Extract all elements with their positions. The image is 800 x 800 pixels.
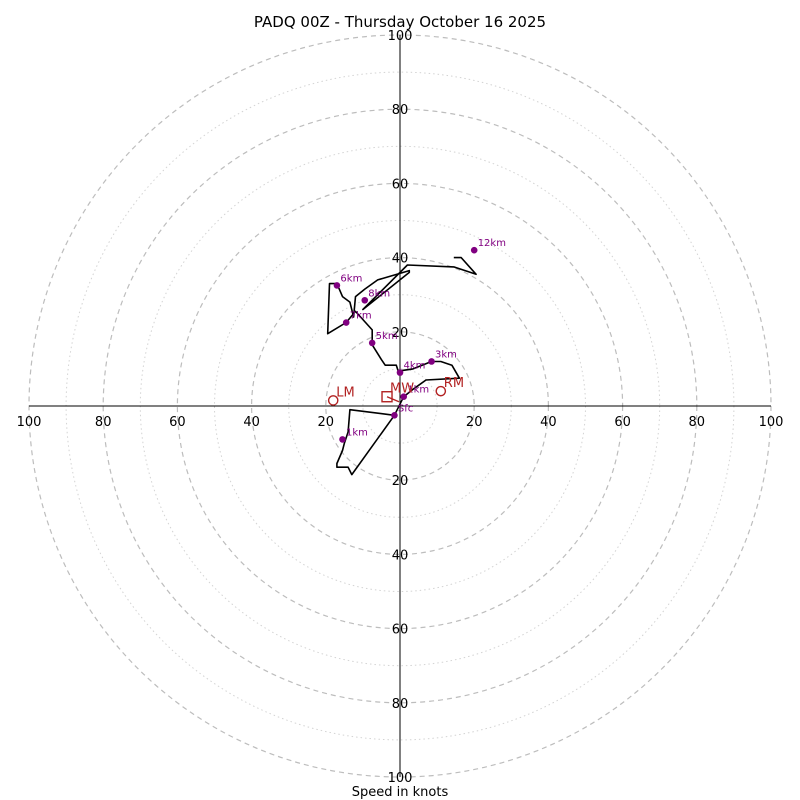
height-label-8: 6km [340,273,362,284]
height-marker-5 [368,339,376,347]
height-label-2: 1km [407,385,429,396]
height-label-9: 12km [478,238,506,249]
height-marker-9 [470,246,478,254]
height-marker-2 [400,393,408,401]
chart-title: PADQ 00Z - Thursday October 16 2025 [254,13,546,31]
x-tick-label-pos-100: 100 [759,415,784,430]
x-tick-label-neg-40: 40 [243,415,260,430]
height-marker-0 [391,411,398,419]
height-markers: Sfc 1km 1km 3km 4km 5km 7km 8km 6km 12km [333,238,506,443]
height-label-3: 3km [435,349,457,360]
y-tick-label-neg-80: 80 [392,697,409,712]
height-marker-3 [428,358,435,365]
y-tick-label-neg-40: 40 [392,548,409,563]
x-tick-label-neg-80: 80 [95,415,112,430]
x-tick-label-pos-20: 20 [466,415,483,430]
height-label-1: 1km [346,427,368,438]
y-tick-label-neg-100: 100 [388,771,413,786]
y-tick-label-pos-80: 80 [392,103,409,118]
height-marker-7 [361,296,369,304]
y-tick-label-neg-20: 20 [392,474,409,489]
storm-motion-marker-lm [327,395,339,406]
mean-wind-arrow [386,396,400,403]
height-marker-8 [333,282,341,289]
storm-motion-label-lm: LM [336,385,354,400]
x-tick-label-neg-100: 100 [17,415,42,430]
x-tick-label-neg-60: 60 [169,415,186,430]
tick-labels: 100 80 60 40 20 20 40 60 80 100 100 80 60 40 20 20 40 60 8… [17,29,784,786]
x-tick-label-pos-40: 40 [540,415,557,430]
storm-motion-label-mw: MW [390,382,414,397]
height-marker-4 [396,369,404,376]
y-tick-label-pos-100: 100 [388,29,413,44]
height-marker-6 [342,319,350,326]
x-tick-label-neg-20: 20 [318,415,335,430]
height-label-5: 5km [376,331,398,342]
storm-motion-marker-mw [381,391,393,403]
x-tick-label-pos-80: 80 [689,415,706,430]
storm-motion-label-rm: RM [444,376,464,391]
axes [29,35,771,777]
y-tick-label-neg-60: 60 [392,623,409,638]
storm-motion-markers: LM RM MW [327,376,464,406]
height-label-7: 8km [368,288,390,299]
height-label-6: 7km [350,311,372,322]
height-label-4: 4km [404,361,426,372]
storm-motion-marker-rm [435,385,447,397]
height-label-0: Sfc [398,403,413,414]
y-tick-label-pos-20: 20 [392,326,409,341]
hodograph-trace [326,256,477,476]
x-tick-label-pos-60: 60 [614,415,631,430]
x-axis-label: Speed in knots [352,785,449,800]
height-marker-1 [339,436,346,443]
hodograph-trace-layer [326,256,477,476]
y-tick-label-pos-60: 60 [392,177,409,192]
y-tick-label-pos-40: 40 [392,252,409,267]
